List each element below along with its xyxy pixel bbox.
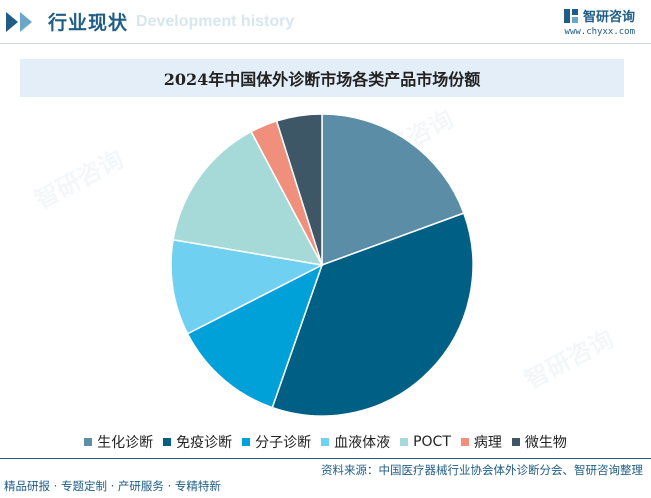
slogan: 精品研报 · 专题定制 · 产研服务 · 专精特新: [4, 479, 221, 493]
brand: 智研咨询 www.chyxx.com: [563, 6, 635, 37]
pie-slice: [275, 113, 323, 266]
brand-name: 智研咨询: [582, 10, 635, 25]
chevron-marks-icon: [6, 12, 32, 32]
footer-divider: [0, 458, 651, 459]
brand-logo-icon: [563, 8, 578, 23]
legend-label: 生化诊断: [97, 435, 154, 451]
legend-label: 病理: [473, 435, 502, 451]
pie-slice: [170, 238, 325, 335]
brand-url: www.chyxx.com: [564, 27, 635, 37]
legend-swatch: [321, 438, 330, 446]
source-note: 资料来源：中国医疗器械行业协会体外诊断分会、智研咨询整理: [321, 463, 643, 477]
legend-item: 生化诊断: [84, 432, 153, 452]
chart-legend: 生化诊断 免疫诊断 分子诊断 血液体液 POCT 病理 微生物: [0, 432, 651, 452]
pie-slice: [321, 113, 465, 267]
legend-label: 血液体液: [334, 435, 391, 451]
pie-slice: [271, 212, 474, 417]
header-divider: [0, 43, 651, 44]
legend-label: 微生物: [524, 435, 567, 451]
legend-swatch: [242, 438, 251, 446]
legend-item: POCT: [400, 432, 451, 452]
pie-slice: [186, 263, 324, 409]
legend-swatch: [460, 438, 469, 446]
page-footer: 资料来源：中国医疗器械行业协会体外诊断分会、智研咨询整理 精品研报 · 专题定制…: [0, 458, 651, 498]
legend-label: 免疫诊断: [176, 435, 233, 451]
legend-item: 病理: [460, 432, 502, 452]
chart-title-band: 2024年中国体外诊断市场各类产品市场份额: [20, 59, 624, 97]
legend-label: 分子诊断: [255, 435, 312, 451]
chart-title: 2024年中国体外诊断市场各类产品市场份额: [163, 70, 481, 89]
legend-swatch: [84, 438, 93, 446]
legend-swatch: [511, 438, 520, 446]
section-ghost-text: Development history: [136, 13, 295, 30]
legend-item: 微生物: [511, 432, 567, 452]
pie-chart: [170, 113, 474, 417]
legend-label: POCT: [413, 434, 451, 450]
legend-item: 分子诊断: [242, 432, 311, 452]
legend-item: 免疫诊断: [163, 432, 232, 452]
legend-swatch: [163, 438, 172, 446]
legend-item: 血液体液: [321, 432, 390, 452]
section-title: 行业现状: [48, 12, 129, 34]
pie-slice: [172, 130, 324, 266]
page-header: 行业现状 Development history 智研咨询 www.chyxx.…: [0, 0, 651, 44]
legend-swatch: [400, 438, 409, 446]
